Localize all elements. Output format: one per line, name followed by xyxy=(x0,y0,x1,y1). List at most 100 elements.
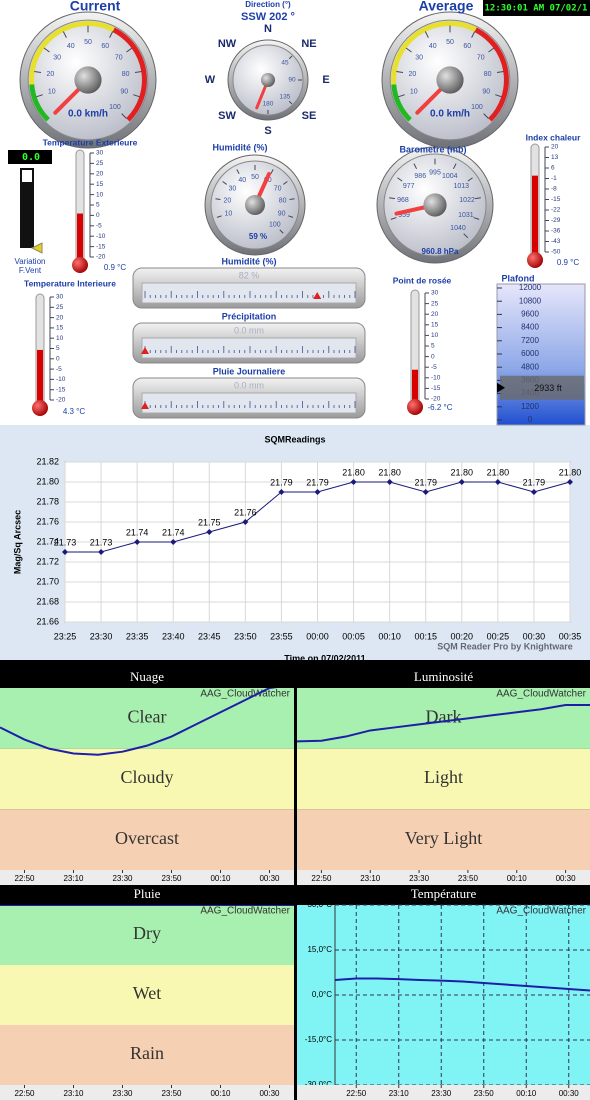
thermo-tick-label: -15 xyxy=(551,196,561,203)
thermo-tick-label: 20 xyxy=(56,314,64,321)
wind-slider-top xyxy=(22,170,32,182)
x-tick-label: 23:10 xyxy=(360,874,381,883)
thermo-tick-label: 25 xyxy=(96,160,104,167)
gauge-tick-label: 30 xyxy=(53,54,61,61)
compass-point: NW xyxy=(218,38,237,50)
zone xyxy=(297,688,590,749)
thermo-fill xyxy=(77,213,83,263)
x-tick-label: 00:10 xyxy=(507,874,528,883)
gauge-tick xyxy=(134,70,142,74)
compass-point: N xyxy=(264,23,272,35)
gauge-title: Humidité (%) xyxy=(213,142,268,152)
thermo-tick-label: 5 xyxy=(431,343,435,350)
thermo-tick-label: -10 xyxy=(431,375,441,382)
value-label: 21.79 xyxy=(306,477,329,487)
compass-tick xyxy=(288,55,293,60)
zone xyxy=(0,965,294,1025)
x-axis-strip xyxy=(297,870,590,885)
x-tick-label: 00:10 xyxy=(378,631,401,641)
thermo-tick-label: -10 xyxy=(56,376,66,383)
thermo-value: -6.2 °C xyxy=(428,403,453,412)
thermo-tick-label: 15 xyxy=(56,325,64,332)
ceiling-tick-label: 9600 xyxy=(521,310,539,319)
zone xyxy=(297,809,590,870)
gauge-tick xyxy=(413,163,418,170)
zone xyxy=(0,748,294,810)
compass-point: S xyxy=(264,125,271,137)
gauge-tick-label: 30 xyxy=(228,185,236,192)
value-label: 21.76 xyxy=(234,507,257,517)
ceiling-tick-label: 1200 xyxy=(521,402,539,411)
thermo-value: 4.3 °C xyxy=(63,407,86,416)
zone xyxy=(297,748,590,810)
thermo-tick-label: -22 xyxy=(551,207,561,214)
thermo-tick-label: 13 xyxy=(551,154,559,161)
thermo-tick-label: -36 xyxy=(551,228,561,235)
x-tick-label: 23:40 xyxy=(162,631,185,641)
compass-point: NE xyxy=(301,38,316,50)
value-label: 21.74 xyxy=(126,527,149,537)
line xyxy=(335,977,590,992)
thermo-tick-label: 30 xyxy=(96,150,104,157)
x-tick-label: 00:30 xyxy=(559,1089,580,1098)
thermo-tick-label: -20 xyxy=(96,254,106,261)
value-label: 21.73 xyxy=(54,537,77,547)
compass-title: Direction (°) xyxy=(245,0,291,9)
point xyxy=(98,549,105,555)
y-tick-label: 0,0°C xyxy=(312,990,332,999)
gauge-tick xyxy=(222,181,227,185)
thermo-tick-label: 25 xyxy=(56,304,64,311)
y-tick-label: 21.76 xyxy=(36,516,59,526)
gauge-tick-label: 100 xyxy=(109,104,121,111)
gauge-title: Current xyxy=(70,0,121,14)
thermo-bulb xyxy=(32,400,48,416)
gauge-band xyxy=(29,21,115,85)
gauge-tick xyxy=(495,94,502,98)
gauge-tick xyxy=(471,31,476,38)
zone-label: Light xyxy=(424,767,463,787)
compass-knob xyxy=(261,73,275,87)
point xyxy=(242,519,249,525)
zone-label: Rain xyxy=(130,1043,164,1063)
gauge-tick-label: 959 xyxy=(398,212,410,219)
panel-header xyxy=(0,668,294,688)
gauge-tick xyxy=(289,198,295,201)
point xyxy=(206,529,213,535)
gauge-band xyxy=(391,84,412,122)
value-label: 21.79 xyxy=(270,477,293,487)
thermo-tick-label: 6 xyxy=(551,165,555,172)
thermo-bulb xyxy=(407,399,423,415)
gauge-tick-label: 40 xyxy=(429,43,437,50)
gauge-tick-label: 70 xyxy=(274,185,282,192)
bar-marker xyxy=(141,402,149,409)
gauge-tick xyxy=(109,31,114,38)
zone-label: Dry xyxy=(133,923,161,943)
thermo-tick-label: -15 xyxy=(56,386,66,393)
compass-point: SE xyxy=(302,110,317,122)
gauge-tick-label: 70 xyxy=(115,54,123,61)
thermo-title: Temperature Interieure xyxy=(24,278,116,288)
gauge-tick-label: 10 xyxy=(410,89,418,96)
x-tick-label: 23:50 xyxy=(458,874,479,883)
thermo-title: Point de rosée xyxy=(393,275,452,285)
gauge-band xyxy=(112,27,147,122)
panel-source: AAG_CloudWatcher xyxy=(496,906,586,917)
ceiling-tick-label: 6000 xyxy=(521,349,539,358)
x-tick-label: 23:50 xyxy=(161,1089,182,1098)
y-tick-label: 21.72 xyxy=(36,556,59,566)
value-label: 21.80 xyxy=(487,467,510,477)
gauge-tick-label: 40 xyxy=(238,177,246,184)
panel-header xyxy=(297,668,590,688)
gauge-tick xyxy=(473,217,480,220)
gauge-tick xyxy=(398,94,405,98)
gauge-tick xyxy=(475,197,481,200)
y-tick-label: 21.66 xyxy=(36,616,59,626)
ceiling-title: Plafond xyxy=(502,273,535,283)
x-tick-label: 00:30 xyxy=(259,1089,280,1098)
x-tick-label: 00:10 xyxy=(210,874,231,883)
zone-label: Cloudy xyxy=(120,767,173,787)
gauge-tick-label: 50 xyxy=(446,39,454,46)
gauge-knob xyxy=(74,66,102,94)
wind-label: Variation xyxy=(15,257,46,266)
